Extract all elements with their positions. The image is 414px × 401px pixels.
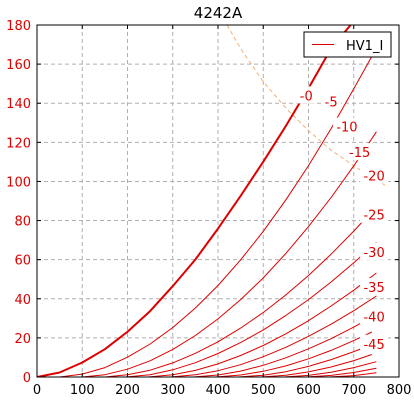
curve-label-bg [360, 166, 389, 184]
series-line [37, 25, 352, 377]
y-axis-ticks: 0 20 40 60 80 100 120 140 160 180 [6, 19, 399, 386]
curve-label: -20 [363, 170, 384, 185]
curve-label: -0 [300, 89, 313, 104]
dissipation-line [226, 25, 386, 186]
curve-label-bg [360, 334, 389, 352]
x-tick-label: 200 [115, 383, 140, 398]
series-line [125, 242, 377, 377]
series-line [306, 367, 377, 377]
y-tick-label: 120 [6, 136, 31, 151]
x-tick-label: 300 [160, 383, 185, 398]
y-tick-label: 160 [6, 58, 31, 73]
curve-label: -30 [363, 246, 384, 261]
series-line [104, 206, 377, 377]
y-tick-label: 40 [14, 293, 31, 308]
curve-label-bg [360, 205, 389, 223]
x-tick-label: 600 [296, 383, 321, 398]
curve-label-bg [321, 92, 342, 110]
y-tick-label: 60 [14, 254, 31, 269]
series-line [82, 131, 377, 377]
series-line [147, 272, 377, 377]
curve-label-bg [360, 242, 389, 260]
x-tick-label: 0 [33, 383, 41, 398]
chart-title: 4242A [194, 4, 243, 22]
grid [37, 25, 399, 377]
curve-label-bg [332, 117, 361, 135]
x-tick-label: 800 [387, 383, 412, 398]
series-line [260, 354, 373, 377]
curve-label: -40 [363, 310, 384, 325]
curve-label: -5 [325, 95, 338, 110]
series-line [283, 361, 377, 377]
curve-label-bg [296, 86, 317, 104]
x-axis-ticks: 0 100 200 300 400 500 600 700 800 [33, 25, 412, 398]
curve-label-bg [360, 307, 389, 325]
series-line [215, 331, 373, 377]
legend-label: HV1_I [346, 39, 383, 54]
curve-label: -10 [336, 121, 357, 136]
curve-labels: -0 -5 -10 -15 -20 -25 -30 -35 -40 -45 [296, 86, 389, 353]
x-tick-label: 500 [251, 383, 276, 398]
y-tick-label: 0 [23, 371, 31, 386]
series-line [59, 56, 373, 377]
y-tick-label: 20 [14, 332, 31, 347]
y-tick-label: 180 [6, 19, 31, 34]
series-line [170, 295, 377, 377]
y-tick-label: 80 [14, 215, 31, 230]
x-tick-label: 100 [70, 383, 95, 398]
curve-label: -35 [363, 281, 384, 296]
series-line [193, 314, 377, 377]
x-tick-label: 400 [206, 383, 231, 398]
dissipation-curve [226, 25, 386, 186]
y-tick-label: 140 [6, 97, 31, 112]
legend: HV1_I [303, 31, 392, 58]
curve-label-bg [360, 278, 389, 296]
curve-label: -15 [349, 146, 370, 161]
y-tick-label: 100 [6, 175, 31, 190]
curve-label-bg [345, 143, 374, 161]
series-group [37, 25, 377, 377]
curve-label: -45 [363, 338, 384, 353]
x-tick-label: 700 [341, 383, 366, 398]
curve-label: -25 [363, 209, 384, 224]
